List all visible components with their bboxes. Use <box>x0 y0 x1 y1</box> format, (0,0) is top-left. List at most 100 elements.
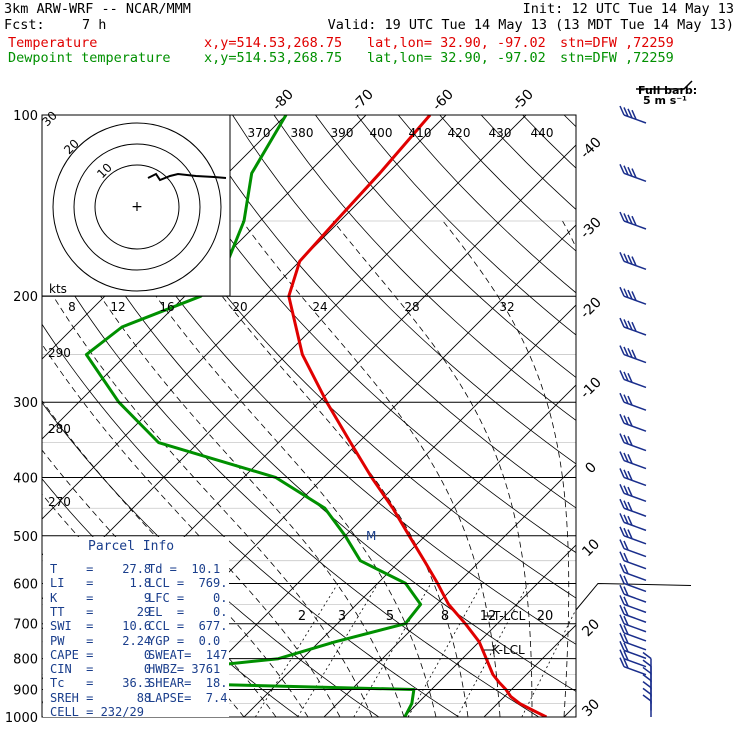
wind-barb-flag <box>619 614 625 625</box>
wind-barb-flag <box>619 211 625 222</box>
wind-barb-flag <box>642 687 652 695</box>
wind-barb-flag <box>619 468 625 478</box>
parcel-info-left: CELL = 232/29 <box>50 705 144 719</box>
parcel-info-row: LI = 1.8 LCL = 769. <box>50 577 230 590</box>
wind-barb-flag <box>623 434 629 445</box>
wind-barb-flag <box>623 527 629 538</box>
temperature-tick-label: -20 <box>577 294 604 321</box>
parcel-info-left: CAPE = 0 <box>50 647 152 662</box>
mixing-ratio-line <box>297 583 379 717</box>
pressure-tick-label: 1000 <box>5 711 38 726</box>
legend-temperature-xy: x,y=514.53,268.75 <box>204 35 343 51</box>
temperature-tick-label: 20 <box>579 616 603 640</box>
mixing-ratio-line <box>407 583 483 717</box>
theta-e-label: 440 <box>531 126 554 140</box>
isotherm-line <box>163 304 576 717</box>
wind-barb <box>619 164 647 183</box>
wind-barb-flag <box>623 346 629 357</box>
dry-adiabat <box>273 115 576 421</box>
wind-barb-flag <box>631 215 637 226</box>
isotherm-line <box>403 544 576 717</box>
moist-adiabat <box>42 276 373 717</box>
parcel-info-left: LI = 1.8 <box>50 576 152 591</box>
wind-barb-flag <box>631 291 637 301</box>
moist-adiabat <box>332 220 533 717</box>
parcel-info-right: HWBZ= 3761 <box>148 662 221 677</box>
moist-adiabat <box>55 220 405 717</box>
moist-adiabat <box>167 220 469 717</box>
wind-barb-flag <box>619 317 625 328</box>
chart-title: 3km ARW-WRF -- NCAR/MMM <box>4 1 191 17</box>
parcel-info-right: LFC = 0. <box>148 590 228 605</box>
wind-barb <box>619 498 647 517</box>
mixing-ratio-line <box>255 583 339 717</box>
wind-barb-flag <box>623 469 629 480</box>
theta-e-label: 430 <box>489 126 512 140</box>
wind-barb <box>619 370 647 389</box>
wind-barb <box>619 563 647 582</box>
wind-barb <box>619 623 647 642</box>
dry-adiabat <box>149 115 576 554</box>
wind-barb-flag <box>619 392 625 403</box>
wind-barb <box>619 595 647 614</box>
wind-barb-flag <box>623 596 629 607</box>
dry-adiabat <box>42 152 576 692</box>
wind-barb-flag <box>623 500 629 510</box>
parcel-info-title: Parcel Info <box>88 539 175 554</box>
theta-label: 270 <box>48 495 71 509</box>
parcel-info-row: SWI = 10.6 CCL = 677. <box>50 620 230 633</box>
temperature-tick-label: -80 <box>269 86 296 113</box>
wind-barb-flag <box>623 319 629 329</box>
wind-barb-flag <box>619 433 625 443</box>
wind-barb-flag <box>623 415 629 425</box>
wind-barb <box>619 614 647 633</box>
wind-barb-flag <box>627 416 633 427</box>
wind-barb-flag <box>623 658 629 669</box>
parcel-info-left: SREH = 88 <box>50 690 152 705</box>
wind-barb-flag <box>619 451 625 461</box>
isotherm-line <box>644 115 740 717</box>
mixing-ratio-label: 3 <box>338 609 346 624</box>
isotherm-line <box>42 115 367 440</box>
wind-barb-flag <box>627 108 633 119</box>
isotherm-line <box>323 464 576 717</box>
wind-barb-flag <box>619 345 625 355</box>
hodograph-trace <box>147 172 227 182</box>
legend-dewpoint-station: stn=DFW ,72259 <box>560 50 674 66</box>
parcel-info-row: TT = 29 EL = 0. <box>50 604 230 619</box>
dry-adiabat <box>232 115 576 465</box>
theta-e-label: 370 <box>248 126 271 140</box>
parcel-info-row: T = 27.8 Td = 10.1 <box>50 563 230 576</box>
wind-barb-flag <box>627 320 633 331</box>
parcel-info-right: EL = 0. <box>148 604 228 619</box>
full-barb-sample <box>683 80 693 90</box>
wind-barb-flag <box>642 666 652 675</box>
wind-barb-flag <box>627 454 633 464</box>
parcel-info-left: SWI = 10.6 <box>50 619 152 634</box>
mixing-ratio-line <box>353 583 432 717</box>
wind-barb-flag <box>623 288 629 298</box>
pressure-tick-label: 100 <box>13 109 38 124</box>
valid-time: Valid: 19 UTC Tue 14 May 13 (13 MDT Tue … <box>327 17 734 33</box>
wind-barb-flag <box>623 625 629 635</box>
parcel-info-box <box>43 537 229 717</box>
wind-barb <box>619 641 647 660</box>
mixing-ratio-label: 20 <box>537 609 554 624</box>
wind-barb <box>619 526 647 545</box>
moist-adiabat <box>42 343 341 717</box>
wind-barb-flag <box>642 674 652 682</box>
wind-barb-flag <box>623 394 629 404</box>
wind-barb-flag <box>623 586 629 596</box>
parcel-info-right: Td = 10.1 <box>148 562 221 576</box>
wind-barb-flag <box>623 642 629 653</box>
wind-barb-flag <box>619 574 625 584</box>
parcel-info-left: K = 9 <box>50 590 152 605</box>
temperature-profile <box>287 115 548 717</box>
wind-barb-flag <box>623 452 629 463</box>
wind-barb-flag <box>619 641 625 651</box>
parcel-info-row: SREH = 88 LAPSE= 7.4 <box>50 690 230 705</box>
parcel-info-left: T = 27.8 <box>50 562 152 576</box>
parcel-info-left: TT = 29 <box>50 604 152 619</box>
pressure-tick-label: 900 <box>13 683 38 698</box>
